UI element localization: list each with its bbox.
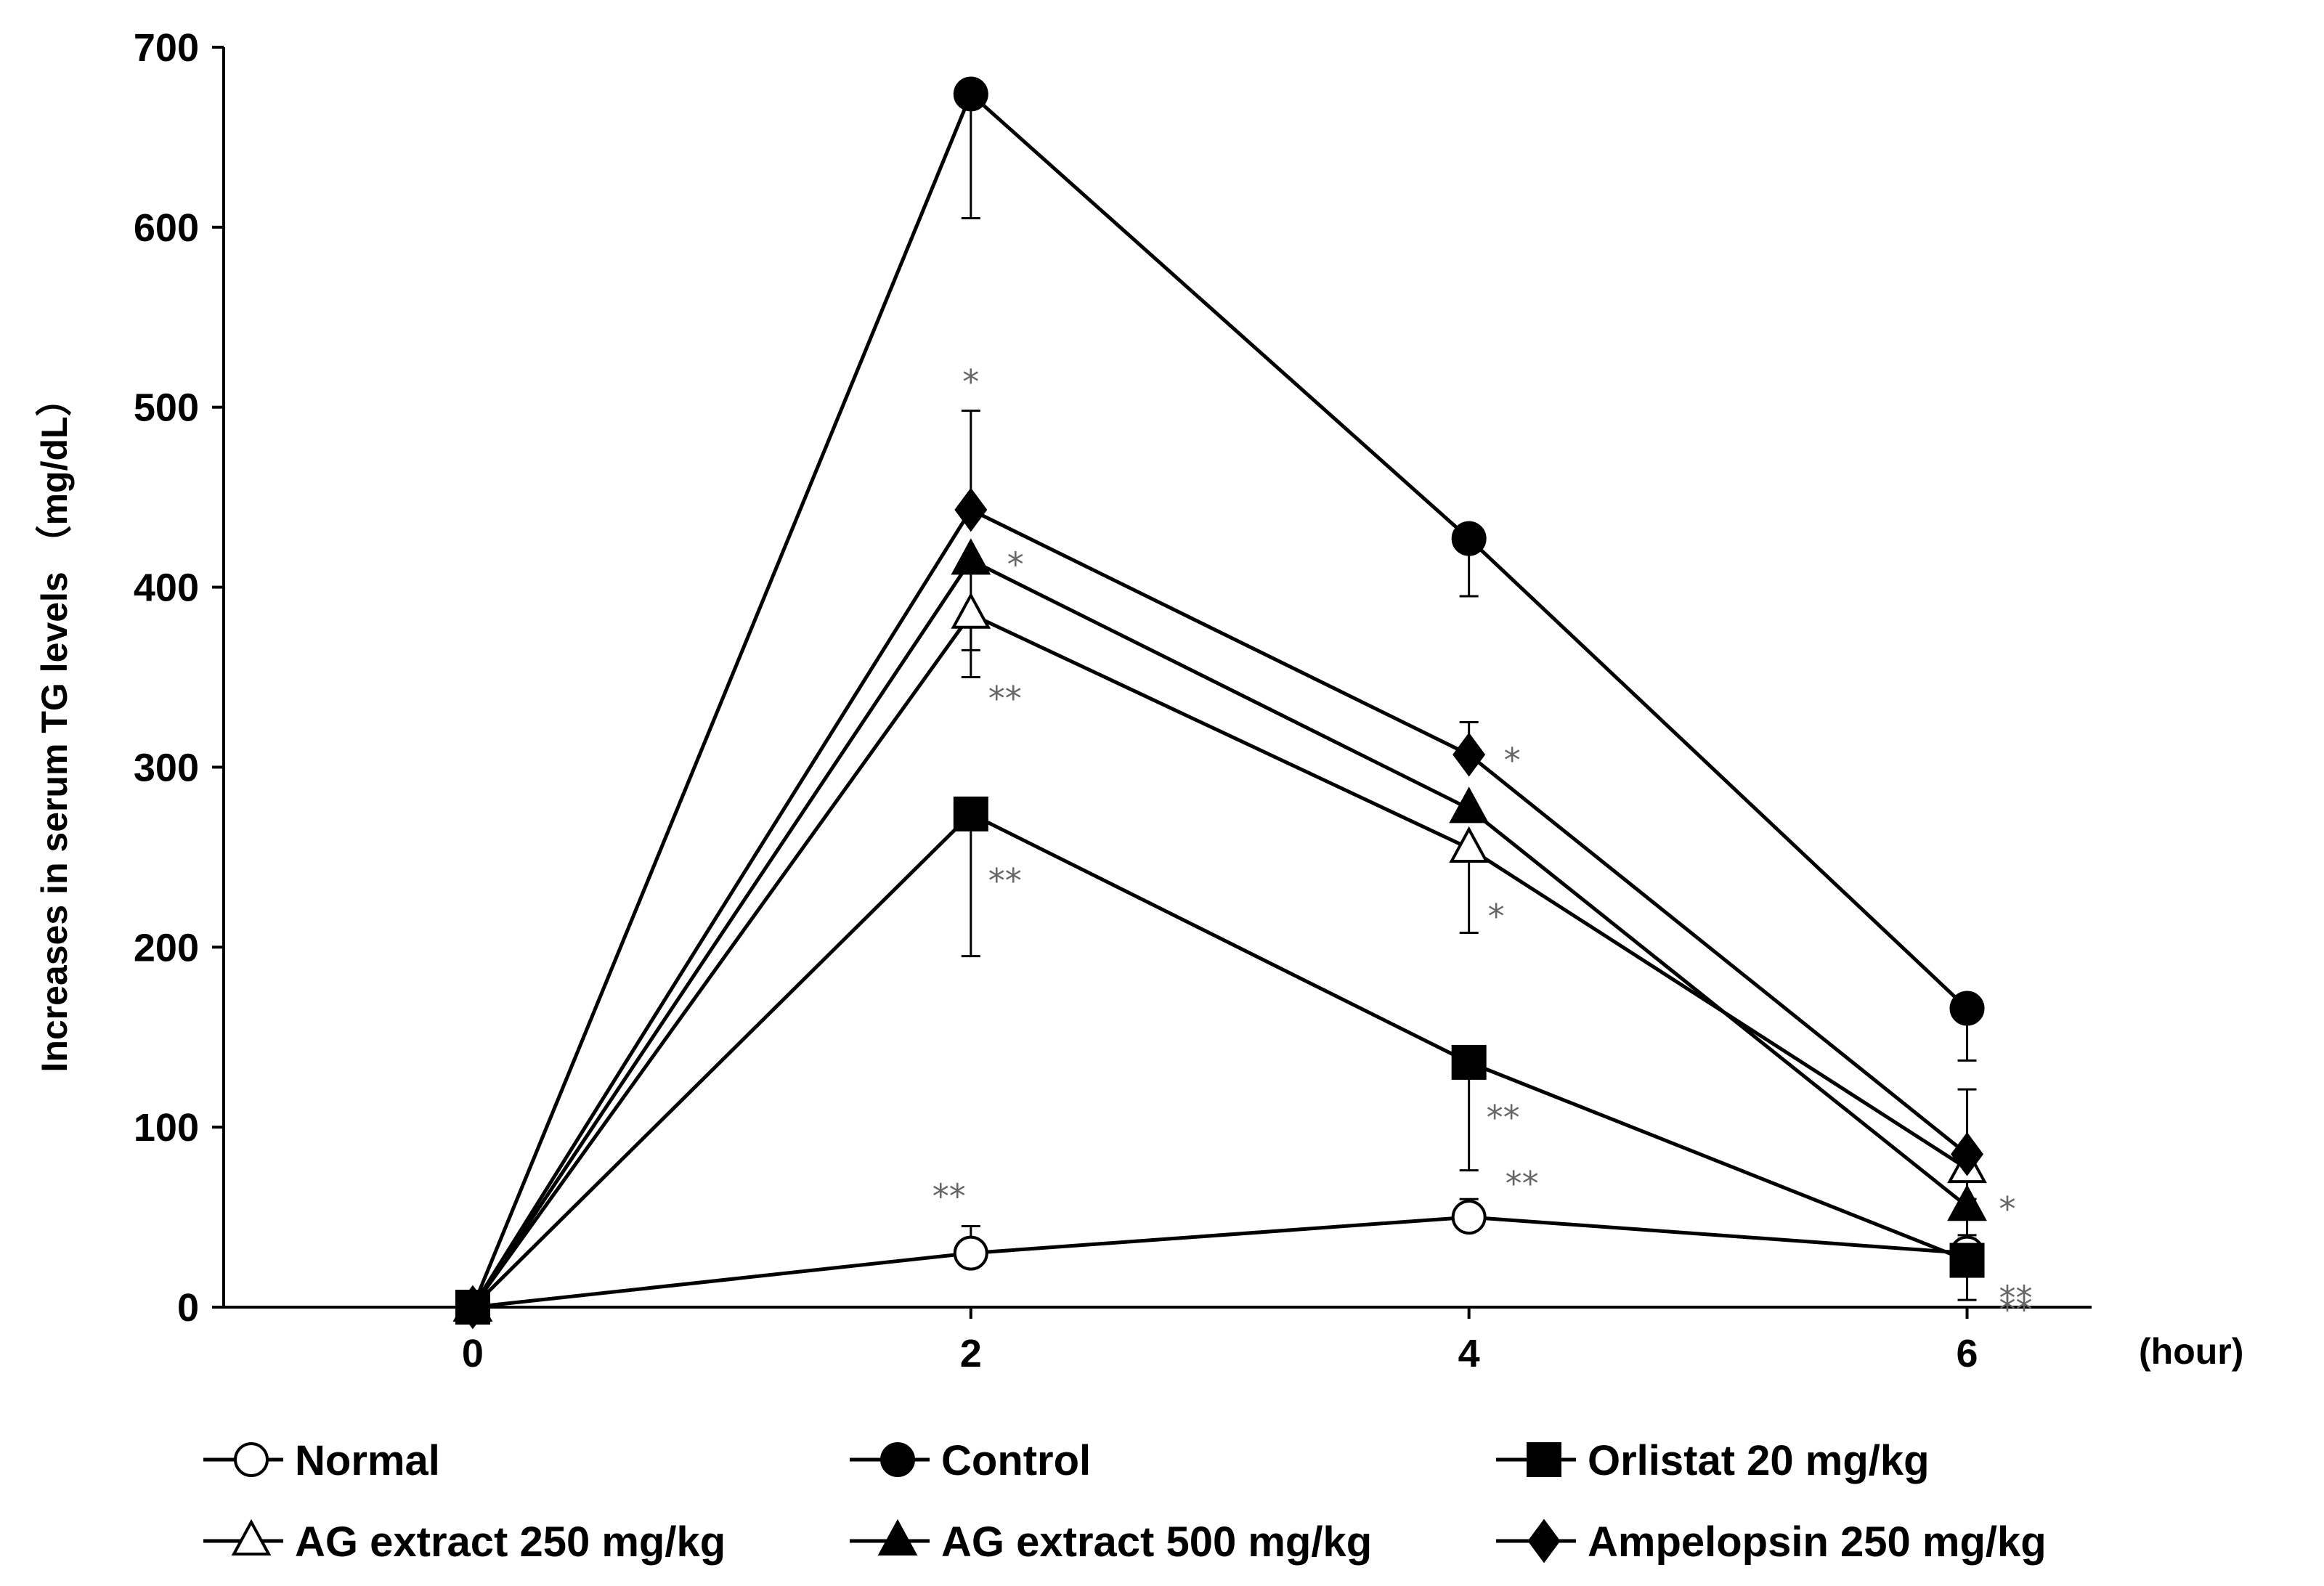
- y-axis-label: Increases in serum TG levels （mg/dL）: [34, 380, 75, 1072]
- legend-marker-ag-extract-500-mg-kg: [877, 1518, 918, 1556]
- data-point-ag-extract-500-mg-kg: [951, 538, 991, 575]
- legend-marker-control: [880, 1442, 915, 1477]
- legend-item-ag-extract-500-mg-kg: AG extract 500 mg/kg: [850, 1518, 1372, 1566]
- data-point-orlistat-20-mg-kg: [1949, 1243, 1985, 1278]
- legend-item-ampelopsin-250-mg-kg: Ampelopsin 250 mg/kg: [1496, 1518, 2047, 1566]
- data-point-ampelopsin-250-mg-kg: [1452, 732, 1486, 777]
- y-tick-label-400: 400: [134, 566, 199, 610]
- legend-label-normal: Normal: [295, 1437, 440, 1484]
- legend-marker-normal: [234, 1442, 269, 1477]
- x-tick-label-0: 0: [462, 1332, 484, 1375]
- legend-item-normal: Normal: [203, 1437, 440, 1484]
- data-point-ampelopsin-250-mg-kg: [456, 1285, 489, 1330]
- data-point-normal: [953, 1235, 988, 1271]
- legend-label-ag-extract-250-mg-kg: AG extract 250 mg/kg: [295, 1518, 726, 1566]
- x-tick-label-4: 4: [1458, 1332, 1480, 1375]
- y-tick-label-300: 300: [134, 746, 199, 789]
- y-ticks: 0 100 200 300 400 500 600 700: [134, 26, 224, 1330]
- significance-label-ampelopsin-250-mg-kg: *: [962, 362, 979, 402]
- data-point-normal: [1451, 1200, 1487, 1235]
- data-point-orlistat-20-mg-kg: [953, 796, 988, 831]
- series-line-ag-extract-500-mg-kg: [471, 558, 1969, 1309]
- significance-label-ag-extract-250-mg-kg: *: [1488, 897, 1505, 936]
- significance-label-ampelopsin-250-mg-kg: *: [1504, 741, 1521, 780]
- legend-marker-orlistat-20-mg-kg: [1527, 1442, 1561, 1477]
- data-point-ampelopsin-250-mg-kg: [1951, 1131, 1984, 1176]
- x-tick-label-6: 6: [1957, 1332, 1978, 1375]
- legend-marker-ampelopsin-250-mg-kg: [1527, 1518, 1561, 1563]
- legend-label-ag-extract-500-mg-kg: AG extract 500 mg/kg: [941, 1518, 1372, 1566]
- data-point-ag-extract-250-mg-kg: [1449, 826, 1490, 863]
- legend-item-ag-extract-250-mg-kg: AG extract 250 mg/kg: [203, 1518, 726, 1566]
- y-tick-label-200: 200: [134, 926, 199, 969]
- significance-label-orlistat-20-mg-kg: **: [988, 861, 1022, 900]
- significance-label-orlistat-20-mg-kg: **: [1999, 1290, 2033, 1330]
- data-point-ag-extract-500-mg-kg: [1449, 786, 1490, 824]
- x-tick-label-2: 2: [960, 1332, 982, 1375]
- significance-label-ag-extract-500-mg-kg: *: [1007, 545, 1024, 584]
- legend-marker-ag-extract-250-mg-kg: [231, 1518, 272, 1556]
- x-ticks: 0 2 4 6: [462, 1307, 1978, 1375]
- significance-labels: ** *****************: [933, 362, 2033, 1330]
- legend-label-control: Control: [941, 1437, 1091, 1484]
- data-point-ampelopsin-250-mg-kg: [954, 487, 988, 532]
- significance-label-normal: **: [1506, 1164, 1539, 1203]
- data-point-control: [1949, 991, 1985, 1026]
- data-point-ag-extract-250-mg-kg: [951, 592, 991, 629]
- data-point-orlistat-20-mg-kg: [1451, 1044, 1487, 1080]
- series-lines: [471, 91, 1969, 1309]
- y-tick-label-500: 500: [134, 386, 199, 430]
- legend-label-orlistat-20-mg-kg: Orlistat 20 mg/kg: [1588, 1437, 1930, 1484]
- significance-label-normal: **: [1999, 1279, 2033, 1318]
- significance-label-normal: **: [933, 1177, 966, 1216]
- series-markers: [452, 76, 1987, 1330]
- significance-label-ag-extract-250-mg-kg: **: [988, 679, 1022, 718]
- error-bars: [961, 94, 1977, 1301]
- significance-label-ag-extract-500-mg-kg: *: [1999, 1190, 2016, 1229]
- series-line-ampelopsin-250-mg-kg: [471, 507, 1969, 1309]
- axes: [222, 47, 2092, 1309]
- series-line-ag-extract-250-mg-kg: [471, 611, 1968, 1309]
- series-line-control: [471, 91, 1969, 1308]
- significance-label-orlistat-20-mg-kg: **: [1487, 1098, 1520, 1137]
- data-point-control: [1451, 521, 1487, 556]
- legend-item-orlistat-20-mg-kg: Orlistat 20 mg/kg: [1496, 1437, 1930, 1484]
- y-tick-label-600: 600: [134, 206, 199, 250]
- data-point-ag-extract-500-mg-kg: [1947, 1184, 1987, 1221]
- series-line-normal: [472, 1215, 1967, 1309]
- legend-label-ampelopsin-250-mg-kg: Ampelopsin 250 mg/kg: [1588, 1518, 2047, 1566]
- x-axis-label: (hour): [2139, 1331, 2243, 1372]
- y-tick-label-700: 700: [134, 26, 199, 70]
- y-tick-label-0: 0: [177, 1286, 199, 1330]
- data-point-control: [953, 76, 988, 112]
- series-line-orlistat-20-mg-kg: [471, 811, 1968, 1309]
- legend: Normal Control Orlistat 20 mg/kg AG extract…: [203, 1437, 2047, 1566]
- y-tick-label-100: 100: [134, 1106, 199, 1150]
- legend-item-control: Control: [850, 1437, 1091, 1484]
